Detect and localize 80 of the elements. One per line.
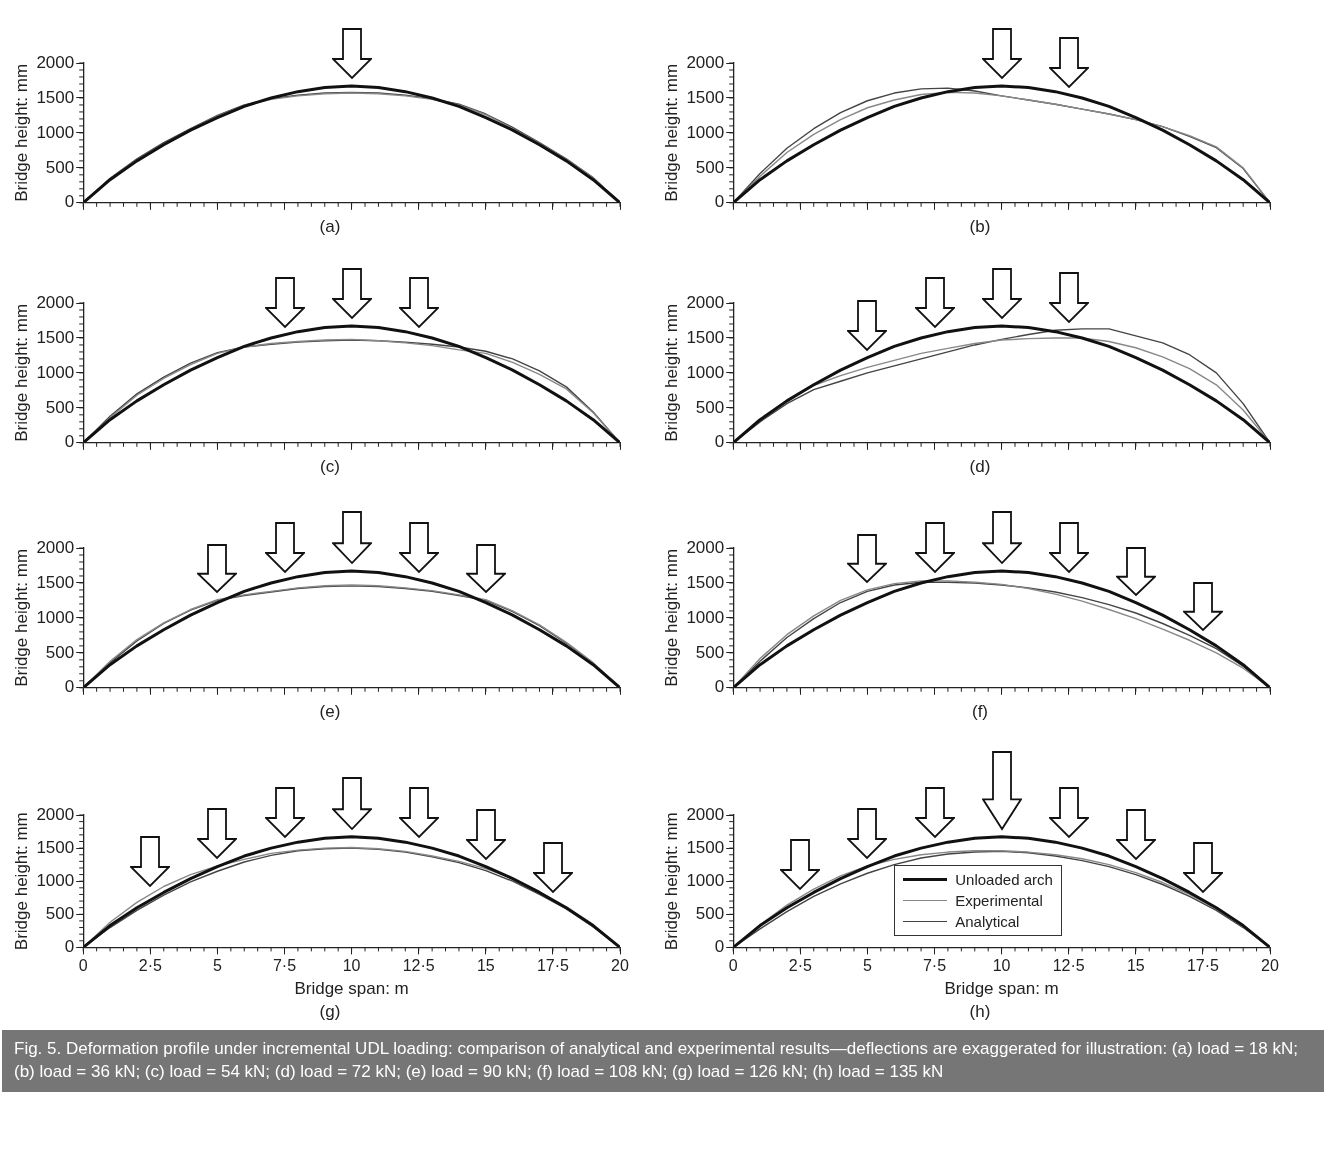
y-tick-label: 1000: [686, 607, 725, 627]
y-tick-label: 0: [64, 432, 75, 452]
x-tick-label: 0: [728, 957, 738, 975]
x-tick-label: 12·5: [402, 957, 435, 975]
text: (e): [318, 702, 342, 722]
y-tick-label: 1000: [36, 122, 75, 142]
y-axis-title: Bridge height: mm: [661, 303, 681, 442]
text: (c): [319, 457, 341, 477]
y-tick-label: 0: [714, 192, 725, 212]
x-tick-label: 0: [78, 957, 88, 975]
y-axis-title: Bridge height: mm: [661, 63, 681, 202]
y-tick-label: 500: [45, 903, 75, 923]
y-tick-label: 1000: [36, 362, 75, 382]
y-tick-label: 0: [714, 432, 725, 452]
y-axis-title: Bridge height: mm: [11, 303, 31, 442]
y-axis-title: Bridge height: mm: [11, 63, 31, 202]
x-tick-label: 17·5: [1186, 957, 1220, 975]
y-tick-label: 1000: [36, 870, 75, 890]
text: (b): [968, 217, 992, 237]
x-tick-label: 5: [212, 957, 222, 975]
x-tick-label: 7·5: [272, 957, 297, 975]
text: (h): [968, 1002, 992, 1022]
y-tick-label: 1500: [686, 87, 725, 107]
y-tick-label: 1500: [686, 572, 725, 592]
y-axis-title: Bridge height: mm: [661, 548, 681, 687]
y-axis-title: Bridge height: mm: [11, 812, 31, 951]
text: (f): [970, 702, 989, 722]
x-tick-label: 2·5: [138, 957, 162, 975]
x-axis-title: Bridge span: m: [944, 979, 1059, 999]
y-tick-label: 1000: [686, 870, 725, 890]
x-tick-label: 5: [862, 957, 872, 975]
y-tick-label: 2000: [36, 537, 75, 557]
y-tick-label: 500: [45, 397, 75, 417]
y-tick-label: 1500: [36, 87, 75, 107]
y-tick-label: 500: [695, 903, 725, 923]
x-tick-label: 7·5: [922, 957, 947, 975]
y-tick-label: 500: [695, 157, 725, 177]
legend-label: Analytical: [954, 912, 1021, 933]
y-tick-label: 1500: [686, 837, 725, 857]
legend-label: Unloaded arch: [954, 870, 1053, 891]
x-tick-label: 2·5: [788, 957, 812, 975]
y-axis-title: Bridge height: mm: [11, 548, 31, 687]
y-tick-label: 2000: [686, 804, 725, 824]
x-tick-label: 20: [611, 957, 629, 975]
text: (g): [318, 1002, 342, 1022]
y-tick-label: 2000: [36, 52, 75, 72]
x-tick-label: 10: [342, 957, 361, 975]
y-tick-label: 500: [695, 642, 725, 662]
y-tick-label: 2000: [36, 292, 75, 312]
y-tick-label: 2000: [686, 292, 725, 312]
y-tick-label: 500: [45, 157, 75, 177]
y-tick-label: 1500: [36, 327, 75, 347]
y-tick-label: 0: [64, 192, 75, 212]
y-tick-label: 1500: [36, 572, 75, 592]
text: (a): [318, 217, 342, 237]
y-tick-label: 1000: [686, 362, 725, 382]
y-tick-label: 1500: [36, 837, 75, 857]
y-tick-label: 500: [695, 397, 725, 417]
y-tick-label: 1000: [686, 122, 725, 142]
x-tick-label: 20: [1261, 957, 1279, 975]
y-tick-label: 0: [714, 937, 725, 957]
y-tick-label: 0: [64, 677, 75, 697]
y-tick-label: 0: [64, 937, 75, 957]
x-tick-label: 15: [476, 957, 495, 975]
y-tick-label: 1500: [686, 327, 725, 347]
y-axis-title: Bridge height: mm: [661, 812, 681, 951]
text: (d): [968, 457, 992, 477]
y-tick-label: 2000: [36, 804, 75, 824]
x-tick-label: 15: [1126, 957, 1145, 975]
legend-label: Experimental: [954, 891, 1044, 912]
x-tick-label: 12·5: [1052, 957, 1085, 975]
y-tick-label: 1000: [36, 607, 75, 627]
x-axis-title: Bridge span: m: [294, 979, 409, 999]
y-tick-label: 2000: [686, 537, 725, 557]
y-tick-label: 2000: [686, 52, 725, 72]
x-tick-label: 10: [992, 957, 1011, 975]
y-tick-label: 0: [714, 677, 725, 697]
x-tick-label: 17·5: [536, 957, 570, 975]
y-tick-label: 500: [45, 642, 75, 662]
caption: Fig. 5. Deformation profile under incremental UDL loading: comparison of analytical and experimental results—deflections are exaggerated for illustration: (a) load = 18 kN; (b) load = 36 kN; (c) load = 54 kN; (d) load = 72 kN; (e) load = 90 kN; (f) load = 108 kN; (g) load = 126 kN; (h) load = 135 kN: [2, 1030, 1324, 1092]
